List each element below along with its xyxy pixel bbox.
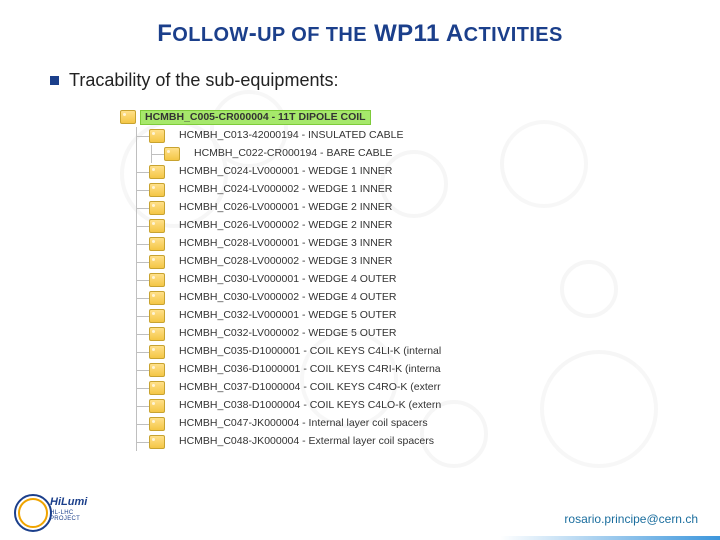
tree-node[interactable]: HCMBH_C028-LV000001 - WEDGE 3 INNER (137, 235, 600, 253)
tree-node[interactable]: HCMBH_C035-D1000001 - COIL KEYS C4LI-K (… (137, 343, 600, 361)
tree-node[interactable]: HCMBH_C032-LV000001 - WEDGE 5 OUTER (137, 307, 600, 325)
tree-node[interactable]: HCMBH_C028-LV000002 - WEDGE 3 INNER (137, 253, 600, 271)
footer-accent-bar (500, 536, 720, 540)
assembly-icon (149, 309, 165, 323)
tree-node-label: HCMBH_C037-D1000004 - COIL KEYS C4RO-K (… (179, 382, 441, 393)
assembly-icon (149, 201, 165, 215)
assembly-icon (149, 129, 165, 143)
assembly-icon (149, 381, 165, 395)
tree-root[interactable]: HCMBH_C005-CR000004 - 11T DIPOLE COIL (120, 110, 600, 125)
tree-node-label: HCMBH_C032-LV000001 - WEDGE 5 OUTER (179, 310, 396, 321)
slide: FOLLOW-UP OF THE WP11 ACTIVITIES Tracabi… (0, 0, 720, 540)
tree-node-label: HCMBH_C032-LV000002 - WEDGE 5 OUTER (179, 328, 396, 339)
bullet-text: Tracability of the sub-equipments: (69, 70, 338, 90)
tree-node[interactable]: HCMBH_C026-LV000002 - WEDGE 2 INNER (137, 217, 600, 235)
tree-node-label: HCMBH_C036-D1000001 - COIL KEYS C4RI-K (… (179, 364, 441, 375)
tree-children: HCMBH_C013-42000194 - INSULATED CABLE HCM… (136, 127, 600, 451)
tree-node-label: HCMBH_C030-LV000001 - WEDGE 4 OUTER (179, 274, 396, 285)
tree-node[interactable]: HCMBH_C047-JK000004 - Internal layer coi… (137, 415, 600, 433)
assembly-icon (149, 399, 165, 413)
tree-node-label: HCMBH_C048-JK000004 - Extermal layer coi… (179, 436, 434, 447)
tree-root-label: HCMBH_C005-CR000004 - 11T DIPOLE COIL (140, 110, 371, 125)
assembly-icon (164, 147, 180, 161)
tree-node[interactable]: HCMBH_C037-D1000004 - COIL KEYS C4RO-K (… (137, 379, 600, 397)
assembly-icon (120, 110, 136, 124)
tree-node[interactable]: HCMBH_C022-CR000194 - BARE CABLE (152, 145, 600, 163)
tree-node-label: HCMBH_C028-LV000001 - WEDGE 3 INNER (179, 238, 392, 249)
tree-node[interactable]: HCMBH_C048-JK000004 - Extermal layer coi… (137, 433, 600, 451)
bullet-marker (50, 76, 59, 85)
tree-node-label: HCMBH_C022-CR000194 - BARE CABLE (194, 148, 392, 159)
tree-node-label: HCMBH_C024-LV000001 - WEDGE 1 INNER (179, 166, 392, 177)
assembly-icon (149, 237, 165, 251)
tree-node-label: HCMBH_C024-LV000002 - WEDGE 1 INNER (179, 184, 392, 195)
tree-node[interactable]: HCMBH_C024-LV000002 - WEDGE 1 INNER (137, 181, 600, 199)
bullet-item: Tracability of the sub-equipments: (50, 70, 338, 91)
assembly-icon (149, 219, 165, 233)
footer-email: rosario.principe@cern.ch (564, 512, 698, 526)
tree-node-label: HCMBH_C026-LV000001 - WEDGE 2 INNER (179, 202, 392, 213)
tree-children: HCMBH_C022-CR000194 - BARE CABLE (151, 145, 600, 163)
equipment-tree: HCMBH_C005-CR000004 - 11T DIPOLE COIL HC… (120, 110, 600, 451)
assembly-icon (149, 273, 165, 287)
assembly-icon (149, 291, 165, 305)
hilumi-logo: HiLumi HL-LHC PROJECT (14, 494, 94, 530)
tree-node[interactable]: HCMBH_C038-D1000004 - COIL KEYS C4LO-K (… (137, 397, 600, 415)
assembly-icon (149, 345, 165, 359)
tree-node[interactable]: HCMBH_C036-D1000001 - COIL KEYS C4RI-K (… (137, 361, 600, 379)
tree-node[interactable]: HCMBH_C030-LV000001 - WEDGE 4 OUTER (137, 271, 600, 289)
tree-node-label: HCMBH_C047-JK000004 - Internal layer coi… (179, 418, 428, 429)
tree-node-label: HCMBH_C028-LV000002 - WEDGE 3 INNER (179, 256, 392, 267)
assembly-icon (149, 255, 165, 269)
assembly-icon (149, 327, 165, 341)
assembly-icon (149, 435, 165, 449)
tree-node[interactable]: HCMBH_C024-LV000001 - WEDGE 1 INNER (137, 163, 600, 181)
tree-node[interactable]: HCMBH_C013-42000194 - INSULATED CABLE (137, 127, 600, 145)
tree-node-label: HCMBH_C030-LV000002 - WEDGE 4 OUTER (179, 292, 396, 303)
logo-ring-inner (18, 498, 48, 528)
logo-text-main: HiLumi (50, 496, 87, 508)
tree-node[interactable]: HCMBH_C030-LV000002 - WEDGE 4 OUTER (137, 289, 600, 307)
tree-node-label: HCMBH_C035-D1000001 - COIL KEYS C4LI-K (… (179, 346, 441, 357)
assembly-icon (149, 363, 165, 377)
tree-node-label: HCMBH_C013-42000194 - INSULATED CABLE (179, 130, 403, 141)
assembly-icon (149, 183, 165, 197)
assembly-icon (149, 165, 165, 179)
tree-node[interactable]: HCMBH_C026-LV000001 - WEDGE 2 INNER (137, 199, 600, 217)
tree-node-label: HCMBH_C026-LV000002 - WEDGE 2 INNER (179, 220, 392, 231)
tree-node[interactable]: HCMBH_C032-LV000002 - WEDGE 5 OUTER (137, 325, 600, 343)
assembly-icon (149, 417, 165, 431)
logo-text-sub: HL-LHC PROJECT (50, 510, 94, 522)
tree-node-label: HCMBH_C038-D1000004 - COIL KEYS C4LO-K (… (179, 400, 441, 411)
slide-title: FOLLOW-UP OF THE WP11 ACTIVITIES (0, 20, 720, 48)
